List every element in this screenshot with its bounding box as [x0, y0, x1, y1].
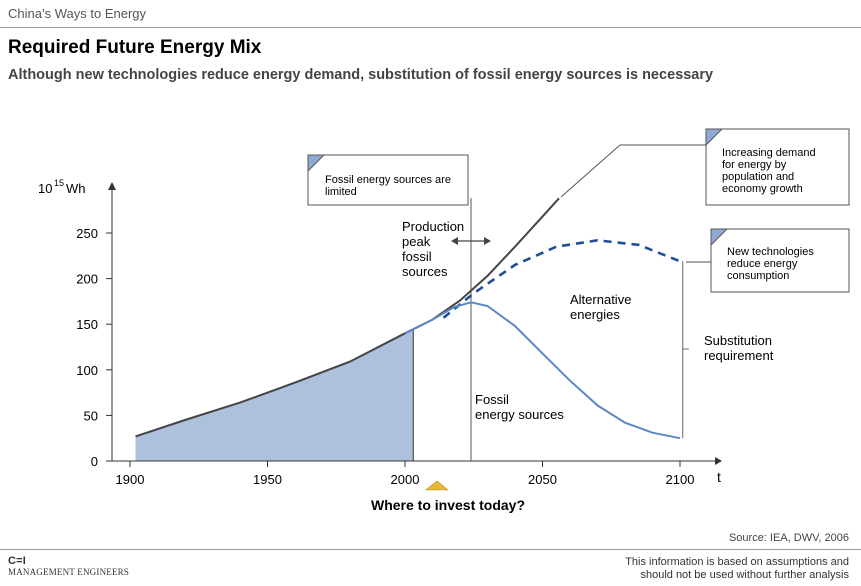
disclaimer-line-1: This information is based on assumptions… — [625, 556, 849, 568]
x-tick-label-2050: 2050 — [528, 472, 557, 487]
x-tick-label-1950: 1950 — [253, 472, 282, 487]
footer-divider — [0, 549, 861, 550]
invest-label: Where to invest today? — [371, 497, 525, 513]
company-logo: C=I MANAGEMENT ENGINEERS — [8, 555, 130, 578]
series-reduced-demand — [442, 238, 681, 319]
callout-increasing-demand-text-line-2: for energy by — [722, 159, 787, 171]
y-axis-label-base: 10 — [38, 181, 52, 196]
y-axis-label-exponent: 15 — [54, 178, 64, 188]
callout-increasing-demand-corner — [705, 128, 724, 147]
callout-new-tech-corner — [710, 228, 729, 247]
logo-mark: C=I — [8, 555, 27, 567]
annotation-production-peak-line-3: fossil — [402, 249, 432, 264]
source-note: Source: IEA, DWV, 2006 — [728, 532, 849, 544]
annotation-alternative-energies-line-2: energies — [570, 307, 620, 322]
page-subtitle: Although new technologies reduce energy … — [8, 67, 714, 83]
peak-arrow-right-head — [484, 237, 491, 245]
callout-increasing-demand-text-line-1: Increasing demand — [722, 147, 816, 159]
callout-fossil-limited-corner — [307, 154, 326, 173]
y-tick-label-200: 200 — [76, 272, 98, 287]
callout-demand-leader — [560, 144, 706, 198]
y-tick-label-50: 50 — [84, 408, 98, 423]
y-axis-label-unit: Wh — [66, 181, 86, 196]
annotation-production-peak-line-1: Production — [402, 219, 464, 234]
callout-fossil-limited — [307, 154, 469, 206]
callout-new-tech-text-line-2: reduce energy — [727, 258, 798, 270]
header-divider — [0, 27, 861, 28]
callout-increasing-demand — [705, 128, 850, 206]
callout-new-tech-text-line-3: consumption — [727, 270, 789, 282]
annotation-substitution-line-2: requirement — [704, 348, 774, 363]
disclaimer-line-2: should not be used without further analy… — [640, 569, 849, 581]
series-fossil-supply — [404, 301, 681, 440]
historical-consumption-area — [135, 329, 414, 461]
callout-increasing-demand-text-line-3: population and — [722, 171, 794, 183]
x-axis-arrow — [715, 457, 722, 465]
invest-marker-icon — [425, 480, 449, 491]
y-tick-label-250: 250 — [76, 226, 98, 241]
y-tick-label-0: 0 — [91, 454, 98, 469]
annotation-production-peak-line-2: peak — [402, 234, 431, 249]
annotation-fossil-sources-line-1: Fossil — [475, 392, 509, 407]
y-tick-label-150: 150 — [76, 317, 98, 332]
peak-arrow-left-head — [451, 237, 458, 245]
logo-text: MANAGEMENT ENGINEERS — [8, 567, 130, 577]
y-axis-arrow — [108, 182, 116, 190]
x-tick-label-2100: 2100 — [666, 472, 695, 487]
x-axis-label: t — [717, 469, 721, 485]
x-tick-label-1900: 1900 — [116, 472, 145, 487]
section-header: China’s Ways to Energy — [8, 6, 147, 21]
annotation-production-peak-line-4: sources — [402, 264, 448, 279]
callout-fossil-limited-text-line-1: Fossil energy sources are — [325, 174, 451, 186]
annotation-alternative-energies-line-1: Alternative — [570, 292, 631, 307]
callout-new-tech — [710, 228, 850, 293]
annotation-fossil-sources-line-2: energy sources — [475, 407, 564, 422]
callout-increasing-demand-text-line-4: economy growth — [722, 183, 803, 195]
callout-fossil-limited-text-line-2: limited — [325, 186, 357, 198]
annotation-substitution-line-1: Substitution — [704, 333, 772, 348]
y-tick-label-100: 100 — [76, 363, 98, 378]
callout-new-tech-text-line-1: New technologies — [727, 246, 814, 258]
page-title: Required Future Energy Mix — [8, 37, 262, 58]
disclaimer: This information is based on assumptions… — [625, 556, 849, 582]
x-tick-label-2000: 2000 — [391, 472, 420, 487]
